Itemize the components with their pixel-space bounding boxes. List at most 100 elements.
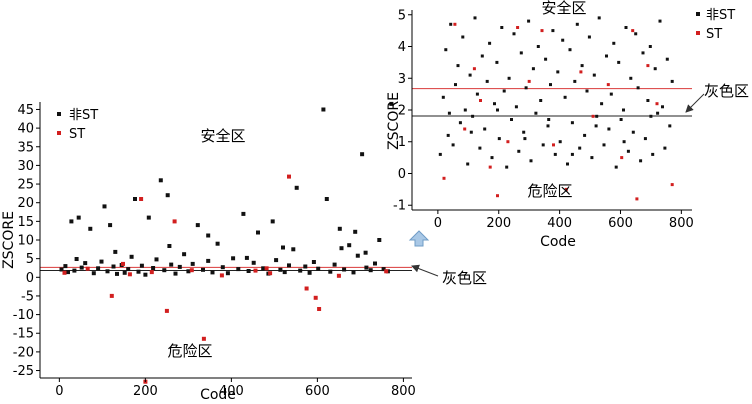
inset-point-nonst xyxy=(502,89,506,93)
inset-point-st xyxy=(552,143,555,147)
main-y-tick-label: 5 xyxy=(26,252,34,267)
main-point-nonst xyxy=(244,255,249,260)
inset-point-nonst xyxy=(524,86,528,90)
inset-point-nonst xyxy=(531,67,535,71)
main-danger-zone-label: 危险区 xyxy=(167,342,212,360)
inset-point-nonst xyxy=(497,137,501,141)
inset-point-nonst xyxy=(478,146,482,150)
inset-point-nonst xyxy=(471,114,475,118)
main-y-tick-label: 15 xyxy=(17,215,34,230)
inset-point-nonst xyxy=(663,146,667,150)
inset-point-nonst xyxy=(534,111,538,115)
inset-point-nonst xyxy=(648,45,652,48)
inset-point-nonst xyxy=(546,124,550,128)
inset-point-nonst xyxy=(493,102,496,106)
inset-point-nonst xyxy=(612,41,616,45)
main-point-st xyxy=(304,286,309,291)
inset-point-nonst xyxy=(523,137,527,141)
main-x-tick-label: 400 xyxy=(219,384,244,399)
inset-point-st xyxy=(635,197,639,201)
inset-point-nonst xyxy=(458,121,462,125)
inset-y-ticks: 5 4 3 2 1 0 -1 xyxy=(393,8,412,214)
main-point-nonst xyxy=(66,270,70,275)
inset-point-st xyxy=(516,26,520,29)
inset-danger-zone-label: 危险区 xyxy=(527,182,572,200)
main-point-nonst xyxy=(129,254,134,259)
main-point-nonst xyxy=(206,233,211,238)
inset-point-st xyxy=(453,22,457,26)
main-point-st xyxy=(189,268,194,273)
inset-point-st xyxy=(442,176,446,180)
main-y-tick-label: 0 xyxy=(26,271,34,286)
main-point-nonst xyxy=(363,250,368,255)
main-point-nonst xyxy=(88,226,93,231)
main-point-nonst xyxy=(79,265,84,270)
main-point-st xyxy=(313,295,318,300)
inset-point-nonst xyxy=(469,130,473,134)
inset-y-tick-label: 3 xyxy=(398,72,406,87)
inset-legend-marker-st xyxy=(696,31,700,35)
inset-point-nonst xyxy=(496,108,499,112)
main-safe-zone-label: 安全区 xyxy=(200,127,245,145)
main-point-st xyxy=(149,270,154,275)
main-point-nonst xyxy=(122,270,127,275)
inset-point-nonst xyxy=(463,108,467,112)
main-point-nonst xyxy=(364,265,369,270)
inset-point-st xyxy=(606,83,610,87)
inset-y-axis-title: ZSCORE xyxy=(386,92,402,150)
inset-x-tick-label: 200 xyxy=(486,216,511,231)
main-legend-label-nonst: 非ST xyxy=(69,108,98,123)
inset-point-nonst xyxy=(495,60,499,64)
main-point-nonst xyxy=(225,271,230,276)
main-legend: 非ST ST xyxy=(57,108,98,142)
inset-point-nonst xyxy=(438,152,442,156)
inset-point-st xyxy=(472,67,476,71)
main-point-nonst xyxy=(186,269,191,274)
inset-point-nonst xyxy=(570,152,574,156)
main-point-nonst xyxy=(281,245,285,250)
main-point-nonst xyxy=(246,269,251,273)
inset-safe-zone-label: 安全区 xyxy=(541,0,586,17)
inset-point-nonst xyxy=(617,60,621,64)
inset-point-nonst xyxy=(556,70,560,74)
inset-point-nonst xyxy=(622,108,625,112)
main-point-nonst xyxy=(298,268,303,273)
inset-point-st xyxy=(670,183,674,187)
inset-legend-marker-nonst xyxy=(696,12,700,16)
inset-point-st xyxy=(527,79,531,83)
main-y-tick-label: 40 xyxy=(17,122,34,137)
inset-point-nonst xyxy=(570,121,574,125)
inset-point-st xyxy=(646,64,650,68)
main-grey-zone-arrow xyxy=(411,264,439,277)
main-y-tick-label: 25 xyxy=(17,178,34,193)
main-point-nonst xyxy=(206,258,211,263)
inset-point-nonst xyxy=(446,133,450,137)
main-point-nonst xyxy=(307,270,312,275)
inset-point-nonst xyxy=(607,127,611,131)
inset-y-tick-label: 1 xyxy=(398,135,406,150)
main-point-nonst xyxy=(83,261,88,266)
main-point-st xyxy=(164,308,169,313)
inset-point-nonst xyxy=(517,149,521,153)
inset-point-nonst xyxy=(514,105,518,109)
main-point-nonst xyxy=(72,268,77,273)
main-point-nonst xyxy=(105,269,110,274)
main-point-nonst xyxy=(339,246,344,251)
main-point-nonst xyxy=(347,243,352,248)
main-point-nonst xyxy=(167,244,172,248)
main-point-nonst xyxy=(360,152,365,157)
main-point-nonst xyxy=(220,265,225,270)
main-point-nonst xyxy=(324,197,329,201)
main-point-nonst xyxy=(190,261,195,266)
inset-point-nonst xyxy=(624,26,628,29)
inset-point-nonst xyxy=(575,22,579,26)
main-point-st xyxy=(253,268,258,273)
inset-point-st xyxy=(631,29,635,33)
main-legend-label-st: ST xyxy=(69,127,85,142)
main-point-nonst xyxy=(351,270,356,275)
main-point-nonst xyxy=(102,204,107,209)
inset-point-nonst xyxy=(597,16,601,20)
main-point-nonst xyxy=(342,267,347,272)
inset-point-nonst xyxy=(512,32,516,36)
